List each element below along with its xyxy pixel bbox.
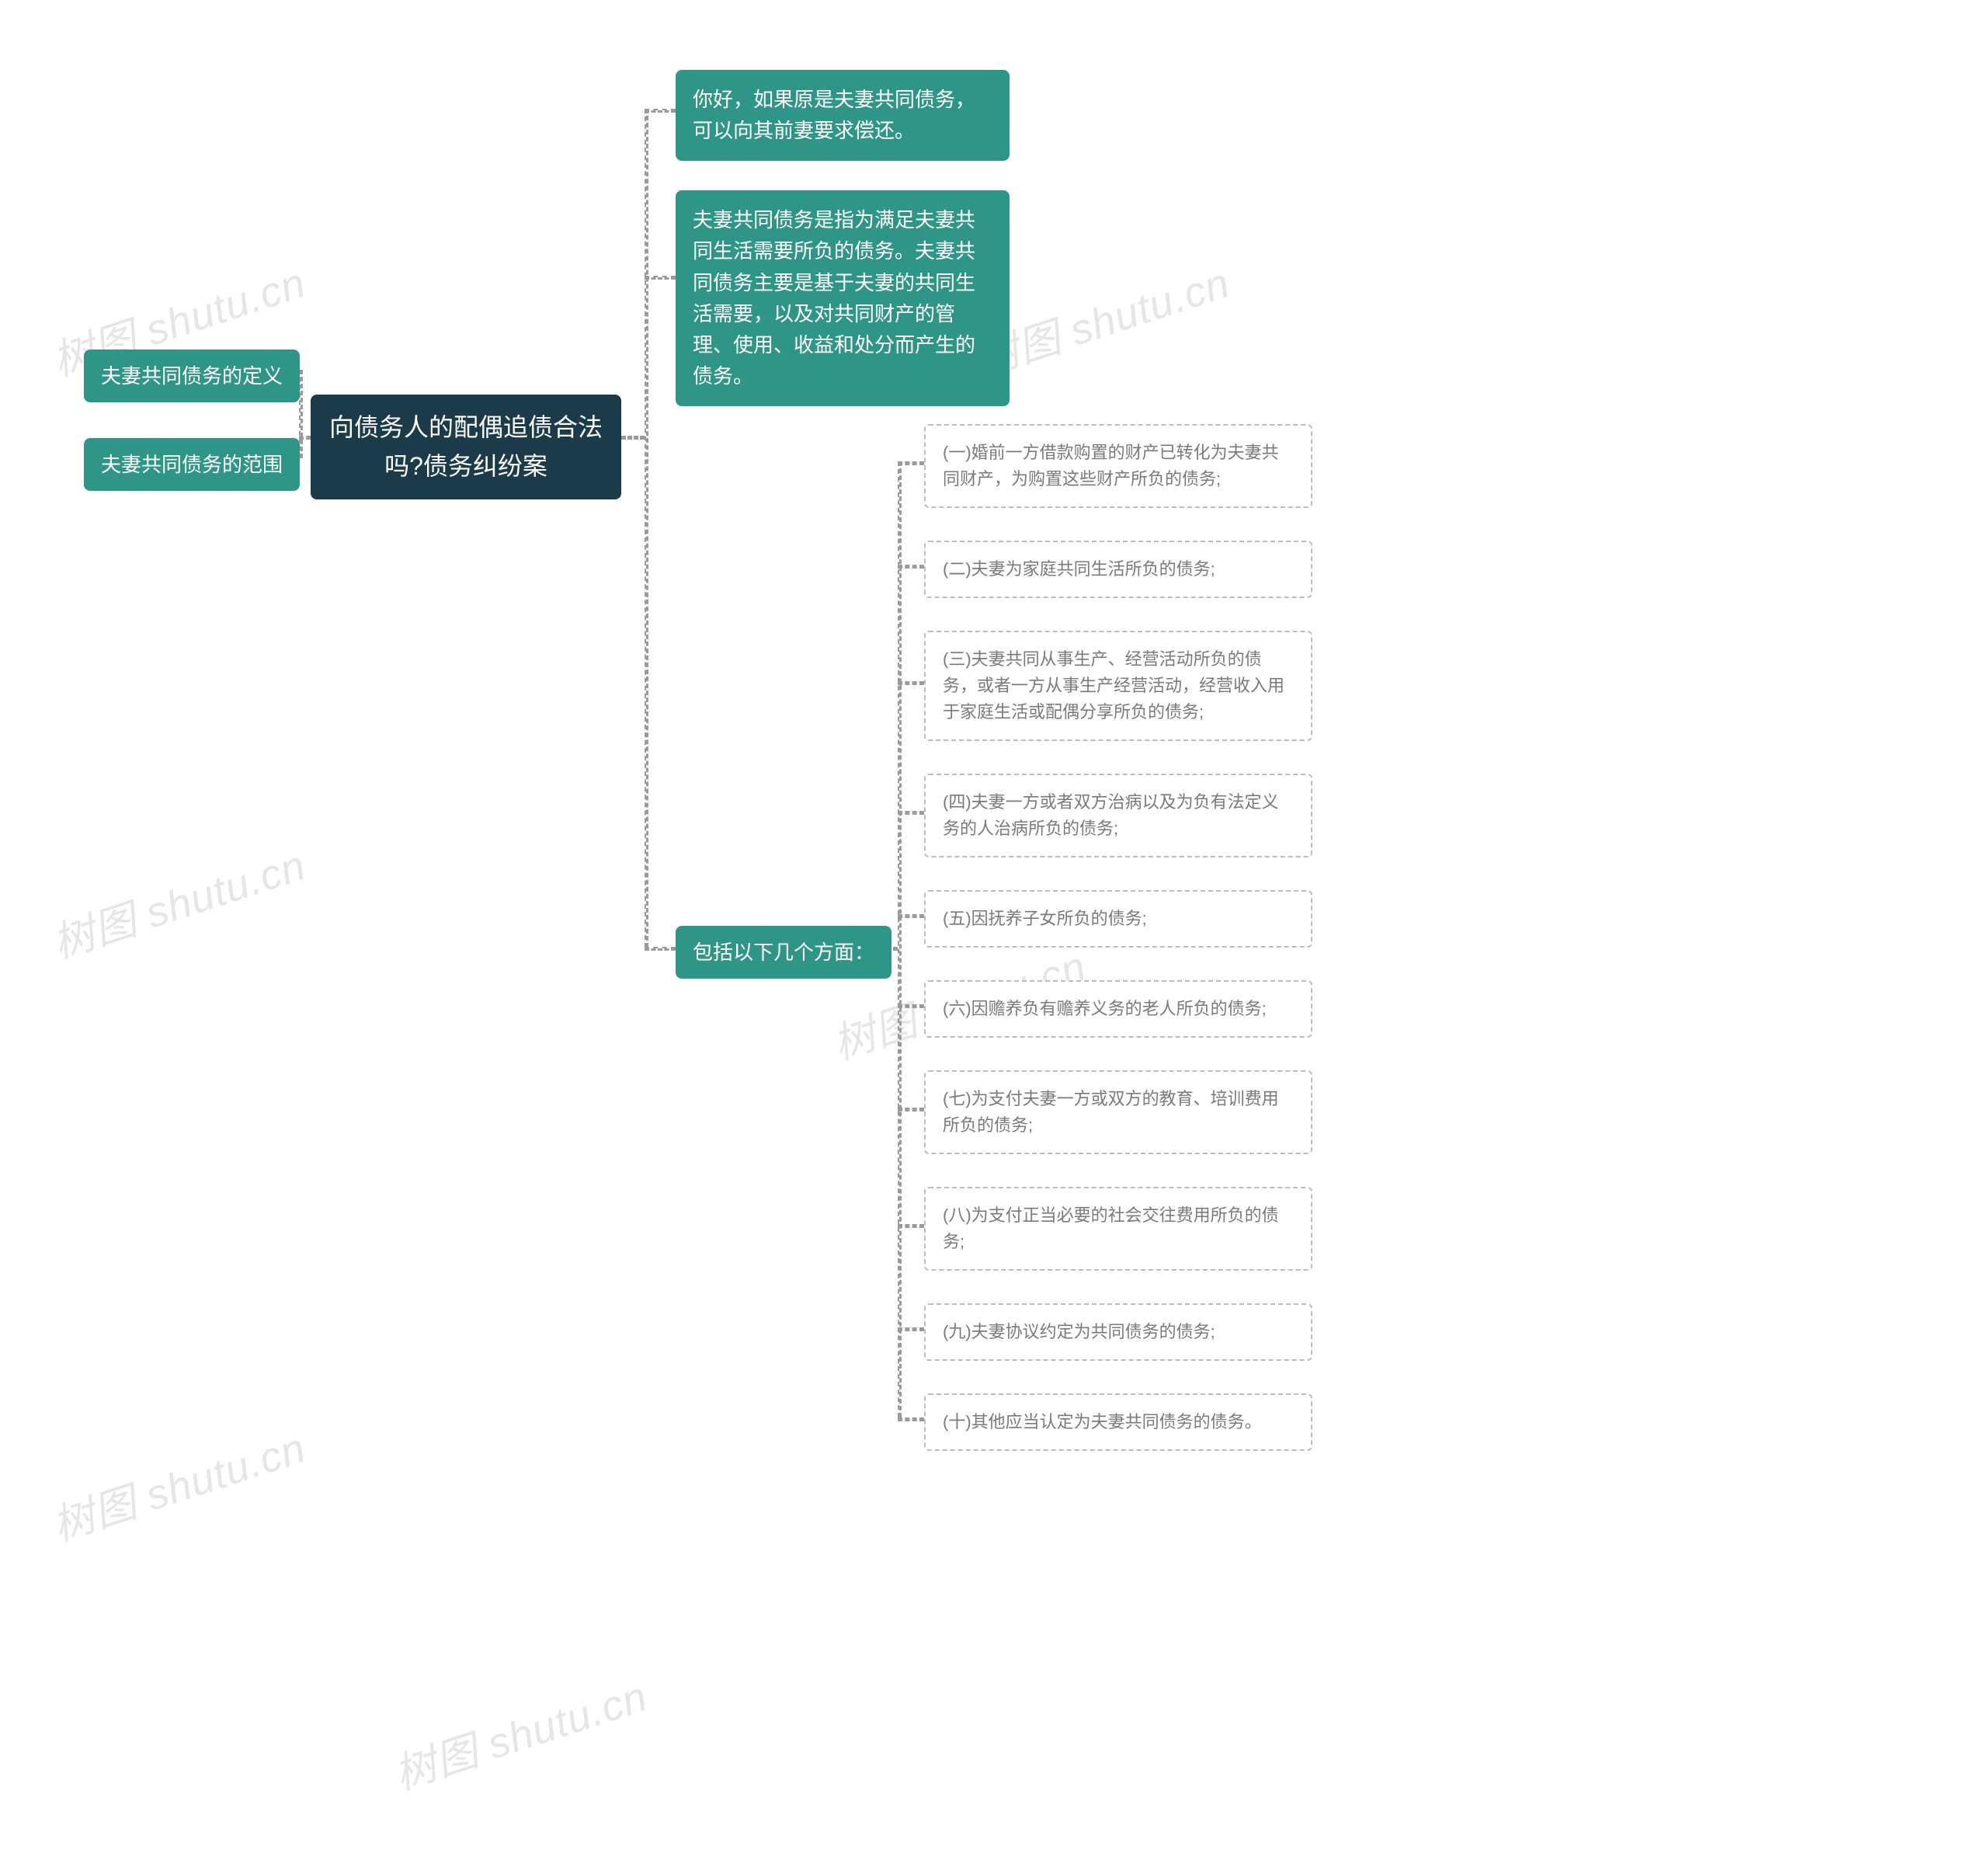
connector [898, 1224, 924, 1228]
node-label: (三)夫妻共同从事生产、经营活动所负的债务，或者一方从事生产经营活动，经营收入用… [943, 649, 1284, 722]
connector [898, 1108, 924, 1111]
node-label: (一)婚前一方借款购置的财产已转化为夫妻共同财产，为购置这些财产所负的债务; [943, 443, 1279, 489]
connector [898, 461, 924, 465]
root-label: 向债务人的配偶追债合法吗?债务纠纷案 [329, 413, 603, 480]
connector [898, 914, 924, 918]
leaf-node: (六)因赡养负有赡养义务的老人所负的债务; [924, 980, 1312, 1038]
leaf-node: (九)夫妻协议约定为共同债务的债务; [924, 1303, 1312, 1361]
node-label: (九)夫妻协议约定为共同债务的债务; [943, 1322, 1215, 1341]
watermark: 树图 shutu.cn [385, 1662, 654, 1802]
node-label: (四)夫妻一方或者双方治病以及为负有法定义务的人治病所负的债务; [943, 792, 1279, 838]
node-label: 夫妻共同债务是指为满足夫妻共同生活需要所负的债务。夫妻共同债务主要是基于夫妻的共… [693, 208, 975, 388]
connector [645, 947, 676, 951]
connector [898, 1004, 924, 1008]
connector [898, 565, 924, 569]
watermark: 树图 shutu.cn [43, 831, 312, 971]
leaf-node: (五)因抚养子女所负的债务; [924, 890, 1312, 948]
node-label: 你好，如果原是夫妻共同债务，可以向其前妻要求偿还。 [693, 88, 975, 142]
leaf-node: (八)为支付正当必要的社会交往费用所负的债务; [924, 1187, 1312, 1271]
right-node-definition-text: 夫妻共同债务是指为满足夫妻共同生活需要所负的债务。夫妻共同债务主要是基于夫妻的共… [676, 190, 1010, 406]
node-label: 夫妻共同债务的定义 [101, 364, 283, 388]
leaf-node: (七)为支付夫妻一方或双方的教育、培训费用所负的债务; [924, 1070, 1312, 1154]
connector [898, 681, 924, 685]
left-node-scope: 夫妻共同债务的范围 [84, 438, 300, 491]
node-label: (五)因抚养子女所负的债务; [943, 909, 1147, 928]
left-node-definition: 夫妻共同债务的定义 [84, 350, 300, 402]
connector [898, 1417, 924, 1421]
node-label: (八)为支付正当必要的社会交往费用所负的债务; [943, 1205, 1279, 1251]
right-node-answer: 你好，如果原是夫妻共同债务，可以向其前妻要求偿还。 [676, 70, 1010, 161]
leaf-node: (二)夫妻为家庭共同生活所负的债务; [924, 541, 1312, 598]
connector [898, 811, 924, 815]
watermark: 树图 shutu.cn [43, 1414, 312, 1553]
leaf-node: (三)夫妻共同从事生产、经营活动所负的债务，或者一方从事生产经营活动，经营收入用… [924, 631, 1312, 741]
root-node: 向债务人的配偶追债合法吗?债务纠纷案 [311, 395, 621, 499]
node-label: 包括以下几个方面： [693, 941, 874, 964]
leaf-node: (一)婚前一方借款购置的财产已转化为夫妻共同财产，为购置这些财产所负的债务; [924, 424, 1312, 508]
node-label: (二)夫妻为家庭共同生活所负的债务; [943, 559, 1215, 579]
connector [645, 109, 676, 113]
connector [645, 109, 648, 948]
right-node-aspects: 包括以下几个方面： [676, 926, 891, 979]
leaf-node: (四)夫妻一方或者双方治病以及为负有法定义务的人治病所负的债务; [924, 774, 1312, 857]
leaf-node: (十)其他应当认定为夫妻共同债务的债务。 [924, 1393, 1312, 1451]
node-label: 夫妻共同债务的范围 [101, 453, 283, 476]
node-label: (十)其他应当认定为夫妻共同债务的债务。 [943, 1412, 1262, 1431]
node-label: (六)因赡养负有赡养义务的老人所负的债务; [943, 999, 1267, 1018]
node-label: (七)为支付夫妻一方或双方的教育、培训费用所负的债务; [943, 1089, 1279, 1135]
connector [621, 436, 645, 440]
connector [645, 276, 676, 280]
connector [898, 1327, 924, 1331]
connector [898, 461, 902, 1417]
